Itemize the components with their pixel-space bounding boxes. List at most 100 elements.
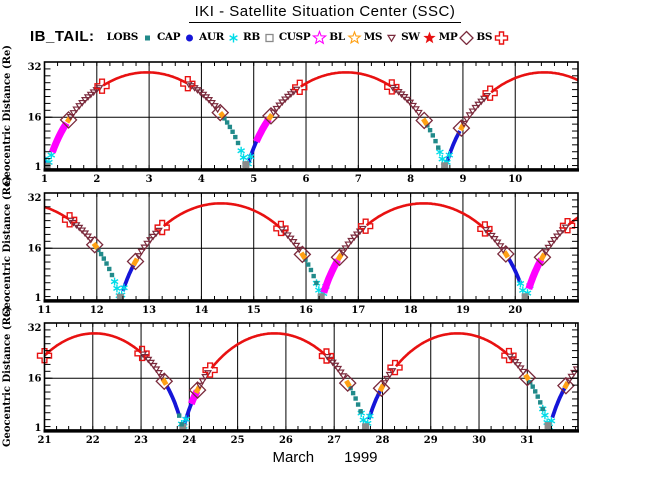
y-tick-label: 32	[28, 193, 42, 204]
ms-region-marker	[513, 362, 522, 369]
mp-crossing-marker	[188, 381, 207, 399]
rb-marker-icon	[265, 33, 274, 42]
aur-region-marker	[541, 411, 549, 420]
x-tick-label: 6	[303, 174, 310, 185]
ms-region-marker	[344, 241, 353, 249]
cap-region-line	[165, 385, 181, 415]
bs-crossing-marker	[501, 347, 517, 364]
x-tick-label: 13	[142, 305, 156, 316]
cusp-region-line	[49, 121, 70, 154]
x-tick-label: 14	[194, 305, 208, 316]
ms-region-marker	[281, 96, 290, 104]
asterisk-icon	[229, 33, 238, 42]
legend-item-LOBS: LOBS	[107, 29, 156, 45]
ms-region-marker	[462, 116, 471, 124]
y-axis-title: Geocentric Distance (Re)	[2, 45, 13, 186]
x-tick-label: 19	[456, 305, 470, 316]
lobs-region-marker	[222, 116, 227, 121]
ms-region-marker	[78, 99, 87, 107]
x-tick-label: 2	[93, 174, 100, 185]
aur-region-marker	[366, 412, 374, 421]
ms-region-marker	[414, 109, 423, 117]
ms-region-marker	[541, 249, 550, 256]
ms-region-marker	[149, 362, 158, 370]
star-open-icon	[312, 29, 328, 45]
x-tick-label: 4	[198, 174, 205, 185]
ms-region-marker	[283, 232, 292, 240]
rb-region-marker	[521, 293, 529, 300]
y-tick-label: 1	[35, 293, 42, 304]
y-tick-label: 32	[28, 323, 42, 334]
ms-region-marker	[292, 242, 301, 250]
ms-region-marker	[184, 81, 193, 89]
ms-region-marker	[572, 366, 578, 374]
bl-region-line	[91, 241, 100, 250]
y-tick-label: 1	[35, 423, 42, 434]
x-tick-label: 1	[41, 174, 48, 185]
sw-region-line	[162, 202, 281, 229]
ms-region-marker	[75, 103, 84, 110]
boundary-crossings	[59, 75, 498, 138]
x-tick-label: 29	[424, 435, 438, 446]
lobs-region-marker	[436, 145, 441, 150]
x-tick-label: 23	[134, 435, 148, 446]
x-tick-label: 28	[376, 435, 390, 446]
ms-region-marker	[406, 99, 415, 107]
bl-region-line	[502, 250, 511, 259]
ticks	[44, 61, 578, 170]
ms-region-marker	[333, 365, 343, 373]
rb-region-marker	[317, 293, 325, 300]
sw-region-line	[365, 202, 485, 230]
x-tick-label: 15	[247, 305, 261, 316]
legend-label: LOBS	[106, 30, 139, 43]
sw-region-line	[394, 332, 509, 368]
lobs-region-marker	[433, 138, 438, 144]
ms-region-marker	[331, 362, 340, 370]
legend-item-SW: SW	[401, 29, 438, 45]
y-tick-label: 16	[28, 113, 42, 124]
ms-region-marker	[477, 98, 486, 106]
bl-region-line	[523, 373, 531, 382]
y-axis-title: Geocentric Distance (Re)	[2, 306, 13, 447]
x-axis-caption: March 1999	[0, 449, 650, 466]
legend-item-MS: MS	[364, 29, 400, 45]
lobs-region-marker	[530, 384, 535, 389]
cap-region-line	[550, 387, 567, 419]
lobs-region-marker	[314, 280, 319, 286]
aur-region-marker	[47, 151, 56, 160]
boundary-crossings	[36, 345, 575, 399]
x-tick-label: 22	[86, 435, 100, 446]
legend-label: MP	[438, 30, 458, 43]
y-axis-title: Geocentric Distance (Re)	[2, 176, 13, 317]
ms-region-marker	[496, 243, 505, 250]
sw-region-line	[44, 205, 70, 221]
orbit-curve	[44, 332, 578, 430]
bl-region-line	[421, 117, 429, 126]
mp-crossing-marker	[372, 379, 391, 398]
ms-region-marker	[550, 237, 559, 244]
lobs-region-marker	[224, 120, 230, 125]
x-tick-label: 5	[250, 174, 257, 185]
lobs-region-marker	[533, 389, 538, 394]
axis-labels: 21 22 23 24 25 26 27 28 29 30 31 32 16 1 Geocentric Di…	[2, 306, 534, 447]
y-tick-label: 32	[28, 62, 42, 73]
bl-region-line	[344, 379, 352, 388]
square-open-icon	[265, 33, 274, 42]
mp-crossing-marker	[262, 106, 280, 125]
x-tick-label: 31	[520, 435, 534, 446]
x-tick-label: 17	[351, 305, 365, 316]
cusp-marker-icon	[312, 29, 328, 45]
ms-region-marker	[474, 101, 483, 109]
x-tick-label: 10	[508, 174, 522, 185]
y-tick-label: 16	[28, 244, 42, 255]
ms-region-marker	[272, 105, 281, 113]
lobs-region-marker	[427, 127, 433, 133]
mp-crossing-marker	[85, 235, 104, 254]
bs-crossing-marker	[387, 359, 403, 376]
mp-crossing-marker	[415, 111, 434, 130]
x-tick-label: 7	[355, 174, 362, 185]
legend-item-CAP: CAP	[157, 29, 198, 45]
